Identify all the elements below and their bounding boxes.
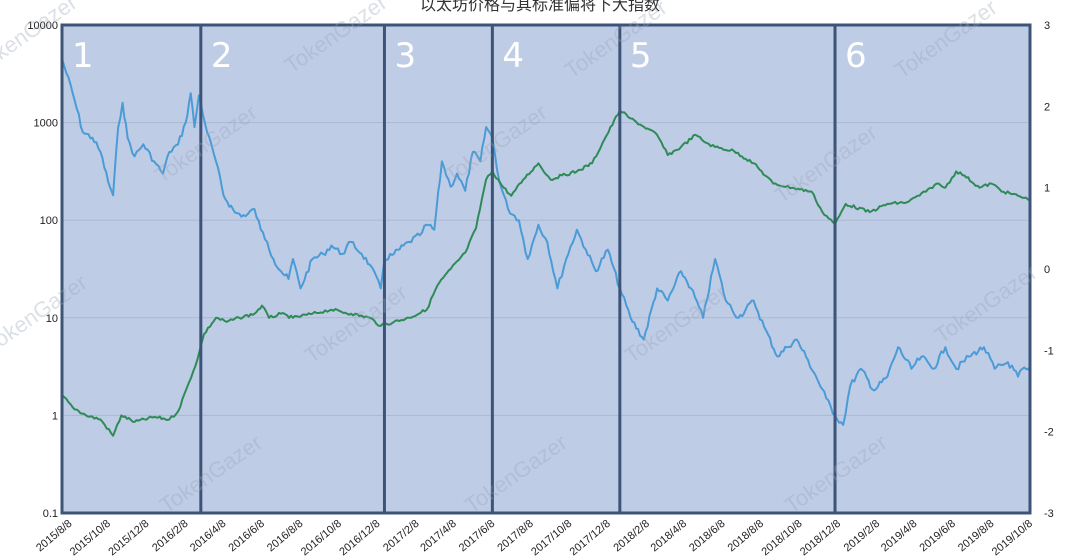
left-axis-ticks: 0.1 1 10 100 1000 10000: [27, 20, 58, 520]
plot-frame: [60, 23, 1032, 515]
green-series-line: [61, 109, 1031, 437]
x-tick-label: 2015/12/8: [106, 518, 151, 559]
right-tick-label: -3: [1044, 508, 1054, 520]
phase-labels: 1 2 3 4 5 6: [72, 36, 867, 76]
phase-dividers: [60, 23, 1032, 515]
right-tick-label: 0: [1044, 264, 1050, 276]
x-tick-label: 2018/2/8: [611, 518, 652, 555]
x-tick-label: 2016/12/8: [337, 518, 382, 559]
right-tick-label: -1: [1044, 345, 1054, 357]
plot-background: [62, 25, 1030, 513]
x-tick-label: 2018/4/8: [649, 518, 690, 555]
right-tick-label: 1: [1044, 183, 1050, 195]
left-tick-label: 1: [52, 410, 58, 422]
x-tick-label: 2018/6/8: [687, 518, 728, 555]
right-axis-ticks: -3 -2 -1 0 1 2 3: [1044, 20, 1054, 520]
right-tick-label: 2: [1044, 101, 1050, 113]
left-tick-label: 100: [40, 215, 58, 227]
left-tick-label: 10: [46, 313, 58, 325]
phase-label: 2: [211, 36, 233, 76]
grid-lines: [62, 122, 1030, 416]
x-tick-label: 2017/12/8: [568, 518, 613, 559]
right-tick-label: -2: [1044, 427, 1054, 439]
x-tick-label: 2017/4/8: [418, 518, 459, 555]
x-tick-label: 2018/12/8: [798, 518, 843, 559]
x-tick-label: 2019/2/8: [842, 518, 883, 555]
x-tick-label: 2016/10/8: [299, 518, 344, 559]
left-tick-label: 10000: [27, 20, 58, 32]
x-tick-label: 2019/6/8: [917, 518, 958, 555]
left-tick-label: 0.1: [43, 508, 58, 520]
x-tick-label: 2017/6/8: [457, 518, 498, 555]
x-tick-label: 2016/4/8: [188, 518, 229, 555]
series-layer: [61, 58, 1031, 437]
blue-series-line: [61, 58, 1031, 426]
phase-label: 4: [502, 36, 524, 76]
phase-label: 6: [845, 36, 867, 76]
right-tick-label: 3: [1044, 20, 1050, 32]
chart-title: 以太坊价格与其标准偏将下大指数: [420, 0, 660, 14]
x-tick-label: 2017/2/8: [381, 518, 422, 555]
x-tick-label: 2018/10/8: [759, 518, 804, 559]
phase-label: 3: [394, 36, 416, 76]
x-tick-label: 2016/2/8: [150, 518, 191, 555]
x-tick-label: 2017/10/8: [529, 518, 574, 559]
x-tick-label: 2019/10/8: [990, 518, 1035, 559]
phase-label: 1: [72, 36, 94, 76]
x-tick-label: 2016/6/8: [227, 518, 268, 555]
phase-label: 5: [630, 36, 652, 76]
x-tick-label: 2015/10/8: [68, 518, 113, 559]
x-axis-ticks: 2015/8/82015/10/82015/12/82016/2/82016/4…: [34, 518, 1035, 559]
left-tick-label: 1000: [34, 118, 58, 130]
x-tick-label: 2019/4/8: [879, 518, 920, 555]
